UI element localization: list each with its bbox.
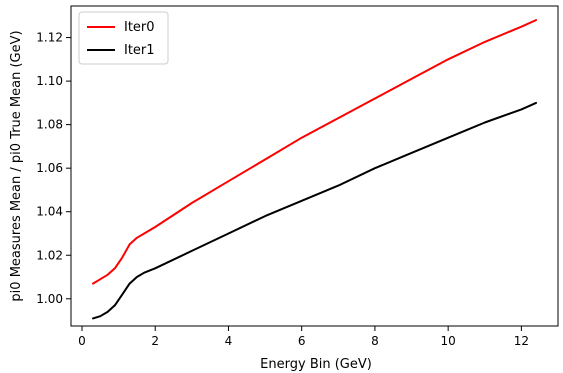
y-tick-label: 1.02	[36, 248, 63, 262]
legend-label-iter0: Iter0	[124, 20, 155, 35]
y-tick-label: 1.08	[36, 118, 63, 132]
series-layer	[92, 19, 537, 320]
x-tick-label: 10	[441, 334, 456, 348]
legend-label-iter1: Iter1	[124, 43, 155, 58]
x-axis-label: Energy Bin (GeV)	[260, 357, 372, 372]
series-line-iter1	[92, 101, 537, 320]
legend: Iter0 Iter1	[78, 11, 169, 65]
x-tick-label: 8	[371, 334, 379, 348]
y-tick-label: 1.00	[36, 292, 63, 306]
x-tick-label: 12	[514, 334, 529, 348]
y-axis-label: pi0 Measures Mean / pi0 True Mean (GeV)	[9, 30, 24, 301]
y-tick-label: 1.10	[36, 74, 63, 88]
x-tick-label: 0	[78, 334, 86, 348]
x-tick-label: 4	[225, 334, 233, 348]
y-axis-ticks: 1.00 1.02 1.04 1.06 1.08 1.10 1.12	[36, 31, 71, 306]
x-tick-label: 2	[151, 334, 159, 348]
y-tick-label: 1.04	[36, 205, 63, 219]
y-tick-label: 1.12	[36, 31, 63, 45]
series-line-iter0	[92, 19, 537, 285]
plot-area	[70, 5, 559, 327]
y-tick-label: 1.06	[36, 161, 63, 175]
x-tick-label: 6	[298, 334, 306, 348]
plot-frame	[70, 5, 559, 327]
x-axis-ticks: 0 2 4 6 8 10 12	[78, 326, 529, 348]
